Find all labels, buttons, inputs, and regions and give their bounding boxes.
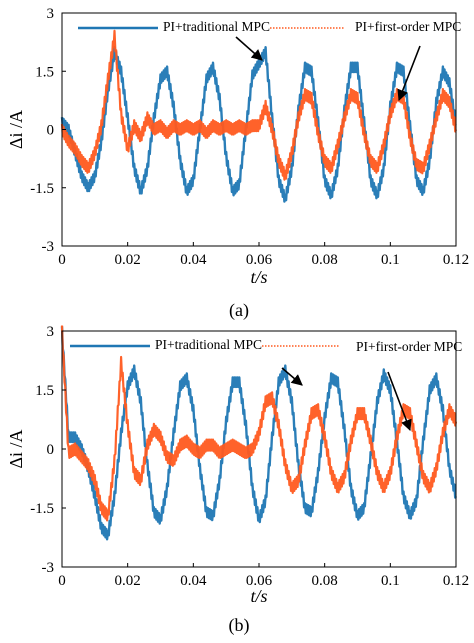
legend: PI+traditional MPC PI+first-order MPC bbox=[78, 19, 461, 34]
x-tick-label: 0.1 bbox=[381, 252, 400, 268]
arrow-first-order-mpc bbox=[397, 45, 421, 102]
y-tick-label: -3 bbox=[42, 560, 55, 576]
y-axis-label: Δi /A bbox=[6, 110, 26, 149]
x-tick-label: 0.12 bbox=[443, 573, 469, 589]
x-tick-label: 0.02 bbox=[115, 252, 141, 268]
legend-label-first-order-mpc: PI+first-order MPC bbox=[356, 339, 462, 354]
x-tick-label: 0.02 bbox=[115, 573, 141, 589]
x-tick-label: 0.06 bbox=[246, 573, 273, 589]
x-tick-label: 0.08 bbox=[312, 573, 338, 589]
y-tick-label: 0 bbox=[47, 442, 55, 458]
panel-a: 0 0.02 0.04 0.06 0.08 0.1 0.12 3 1.5 0 -1.5 -3 t/s Δi… bbox=[6, 6, 469, 321]
legend-label-first-order-mpc: PI+first-order MPC bbox=[355, 19, 461, 34]
y-tick-label: 3 bbox=[47, 324, 55, 340]
series-line-traditional-mpc bbox=[60, 326, 458, 541]
legend-label-traditional-mpc: PI+traditional MPC bbox=[163, 19, 270, 34]
series-line-first-order-mpc bbox=[60, 29, 458, 181]
panel-b: 0 0.02 0.04 0.06 0.08 0.1 0.12 3 1.5 0 -1.5 -3 t/s Δi… bbox=[6, 324, 469, 636]
x-tick-label: 0 bbox=[58, 252, 66, 268]
arrow-traditional-mpc bbox=[281, 367, 303, 386]
y-tick-label: -1.5 bbox=[30, 181, 54, 197]
x-tick-label: 0.12 bbox=[443, 252, 469, 268]
x-tick-label: 0.08 bbox=[312, 252, 338, 268]
y-axis-label: Δi /A bbox=[6, 429, 26, 468]
legend-label-traditional-mpc: PI+traditional MPC bbox=[155, 337, 262, 352]
x-tick-label: 0.06 bbox=[246, 252, 273, 268]
x-tick-label: 0.1 bbox=[381, 573, 400, 589]
y-tick-label: 1.5 bbox=[35, 64, 54, 80]
series-line-first-order-mpc bbox=[60, 325, 458, 522]
x-tick-label: 0.04 bbox=[180, 573, 207, 589]
panel-label: (b) bbox=[229, 615, 250, 636]
panel-label: (a) bbox=[229, 300, 249, 321]
arrow-first-order-mpc bbox=[387, 371, 412, 432]
arrow-traditional-mpc bbox=[235, 36, 263, 61]
x-axis-label: t/s bbox=[250, 586, 267, 606]
x-tick-label: 0 bbox=[58, 573, 66, 589]
y-tick-label: -1.5 bbox=[30, 501, 54, 517]
y-tick-label: -3 bbox=[42, 239, 55, 255]
x-axis-label: t/s bbox=[250, 267, 267, 287]
legend: PI+traditional MPC PI+first-order MPC bbox=[70, 337, 462, 354]
y-tick-label: 1.5 bbox=[35, 383, 54, 399]
y-tick-label: 3 bbox=[47, 6, 55, 22]
x-tick-label: 0.04 bbox=[180, 252, 207, 268]
y-tick-label: 0 bbox=[47, 123, 55, 139]
